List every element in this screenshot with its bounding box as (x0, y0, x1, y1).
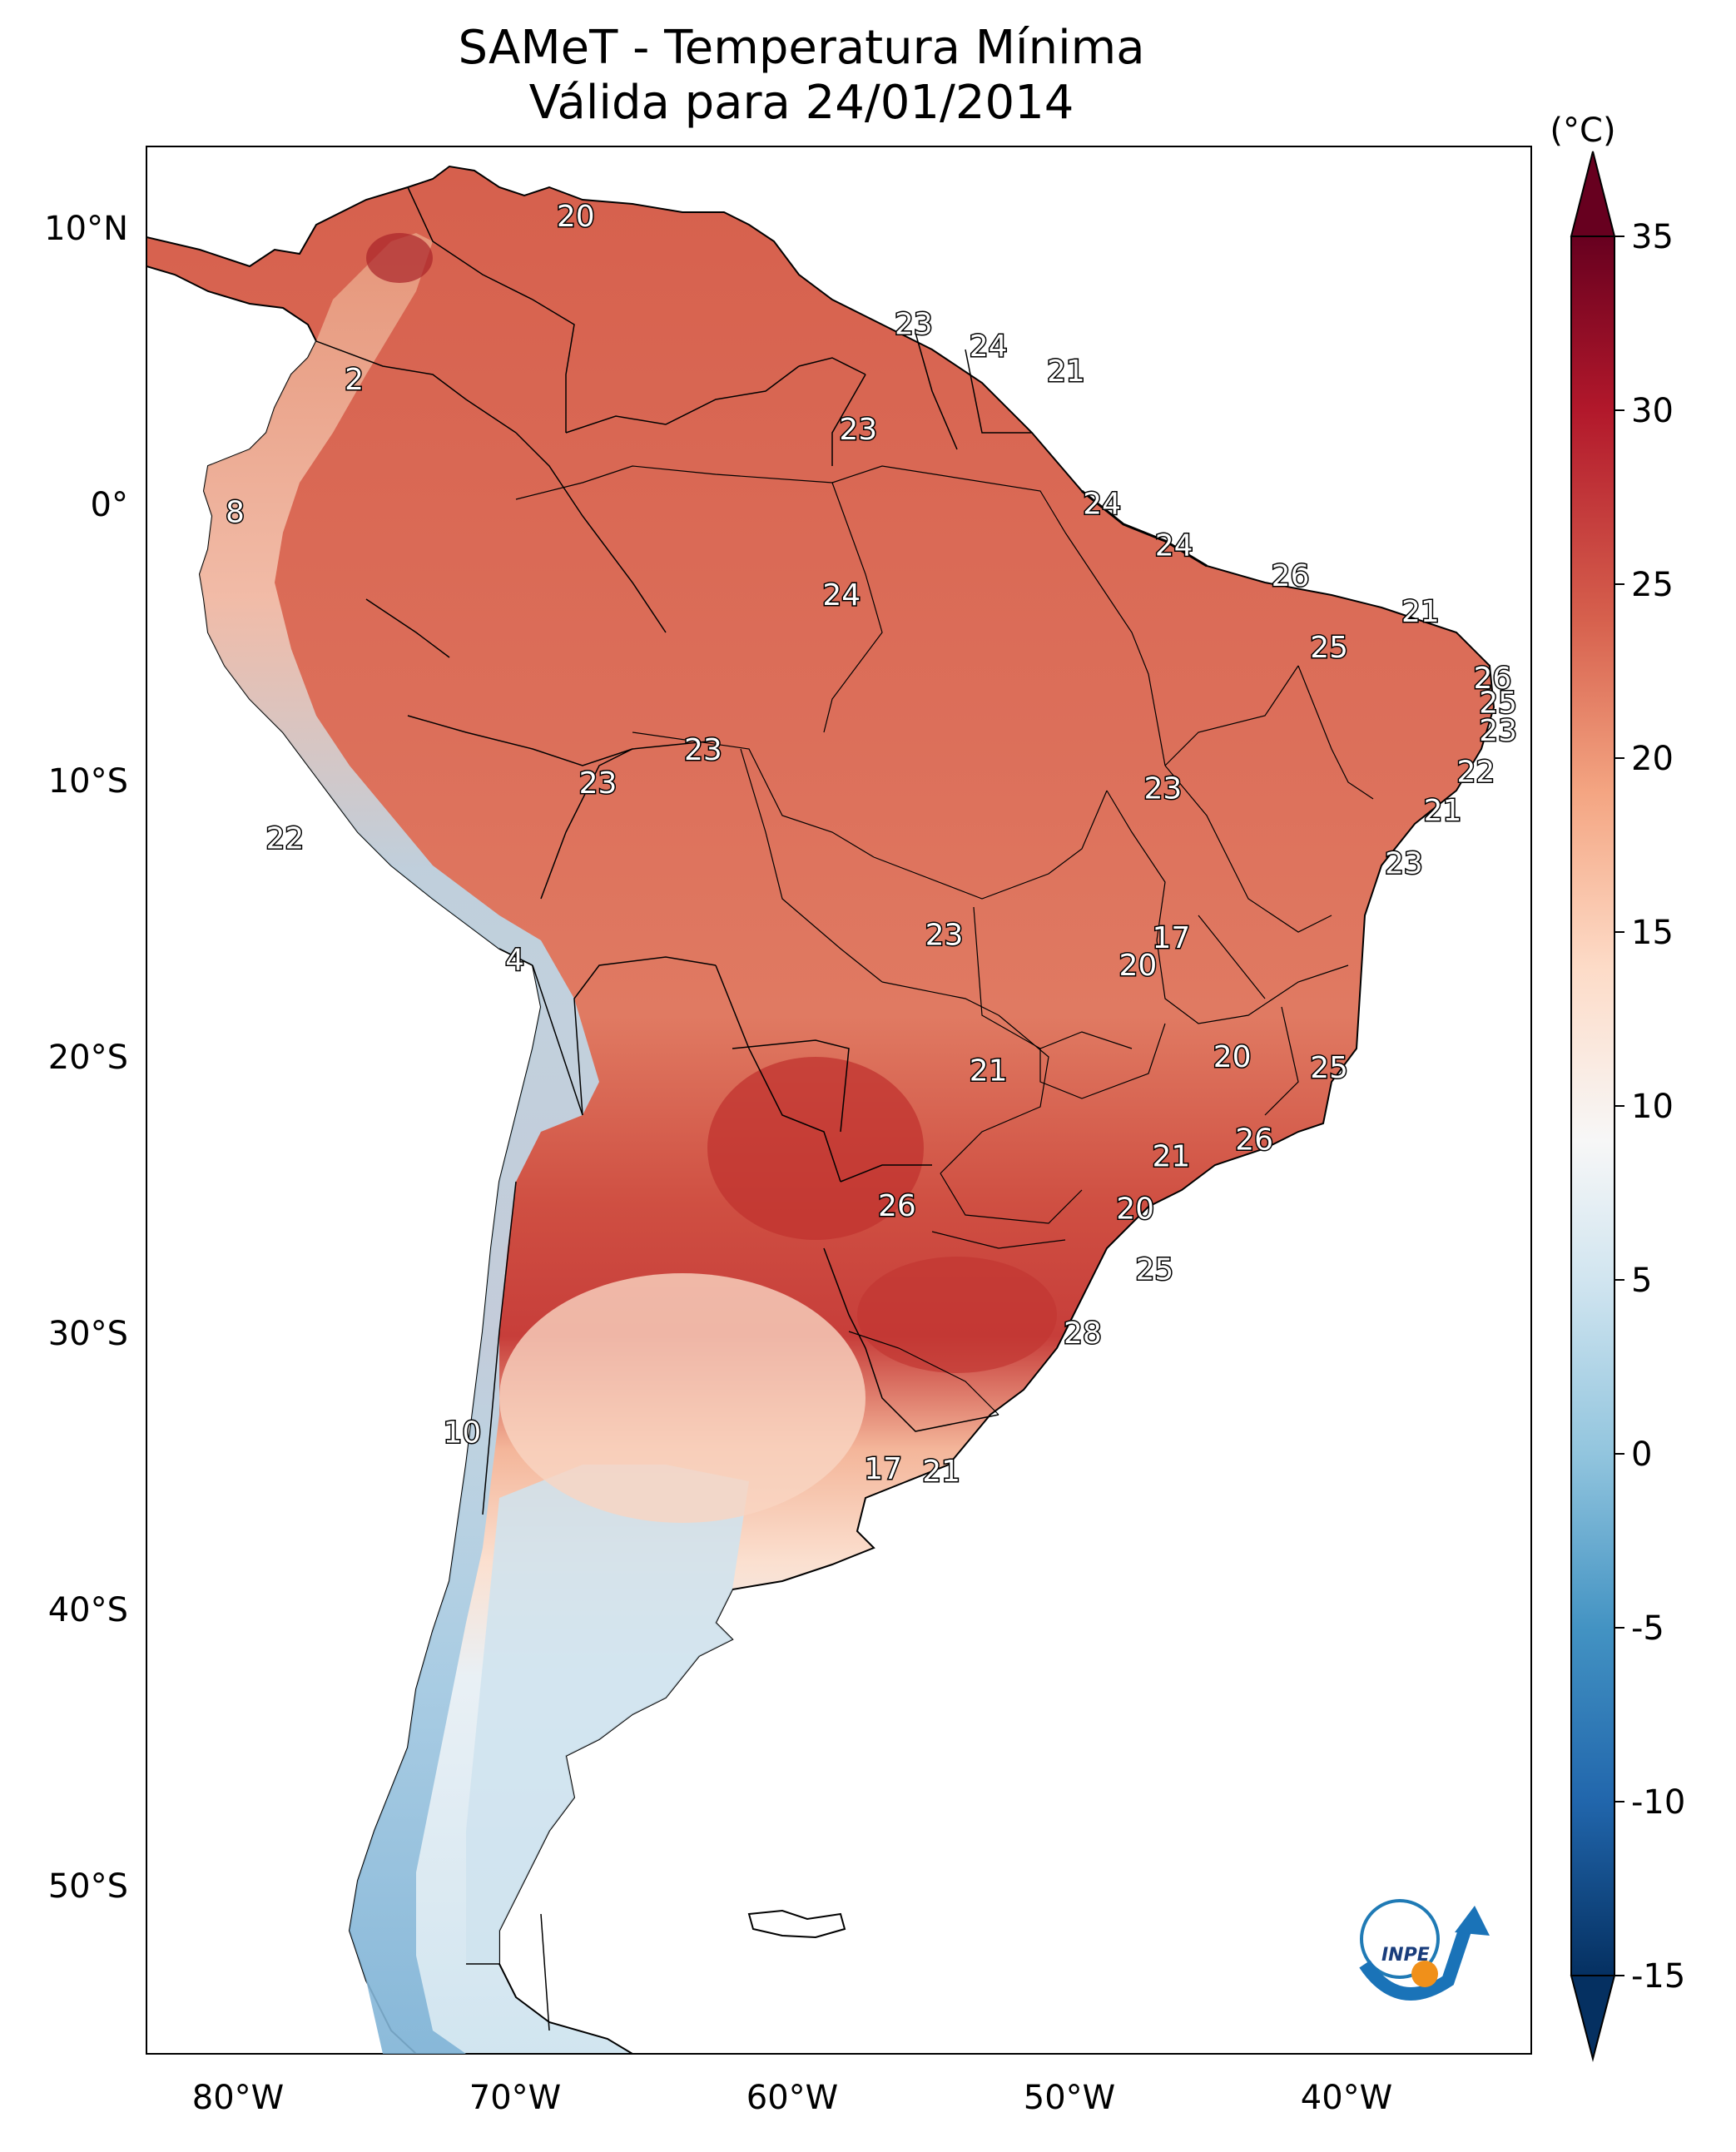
station-value-label: 21 (1047, 355, 1085, 389)
station-value-label: 22 (1456, 756, 1495, 790)
colorbar: (°C) 35 30 25 20 15 10 5 0 -5 -10 -15 (1550, 112, 1685, 2062)
andes-cold-region (200, 233, 599, 2054)
station-value-label: 28 (1064, 1316, 1102, 1351)
station-value-label: 25 (1310, 1051, 1348, 1085)
station-value-label: 24 (1083, 488, 1121, 522)
lat-tick: 10°N (44, 210, 128, 248)
station-value-label: 25 (1310, 631, 1348, 665)
station-value-label: 23 (684, 733, 722, 767)
colorbar-tick-label: 0 (1631, 1435, 1652, 1474)
station-value-label: 20 (1118, 949, 1157, 983)
lat-tick: 30°S (48, 1315, 128, 1353)
station-value-label: 17 (864, 1452, 902, 1486)
lat-tick: 40°S (48, 1591, 128, 1629)
station-value-label: 23 (925, 919, 964, 953)
station-value-label: 8 (226, 496, 245, 530)
station-value-label: 26 (1473, 662, 1511, 696)
lon-tick-labels: 80°W 70°W 60°W 50°W 40°W (192, 2079, 1392, 2117)
station-value-label: 20 (1116, 1193, 1154, 1227)
colorbar-tick-label: -10 (1631, 1783, 1685, 1822)
colorbar-tick-label: 25 (1631, 566, 1674, 604)
station-value-label: 24 (1155, 528, 1193, 563)
station-value-label: 26 (1272, 559, 1310, 593)
lon-tick: 50°W (1024, 2079, 1115, 2117)
station-value-label: 20 (1213, 1040, 1252, 1074)
station-value-label: 10 (443, 1416, 481, 1450)
lon-tick: 40°W (1301, 2079, 1392, 2117)
colorbar-tick-label: -15 (1631, 1957, 1685, 1996)
station-value-label: 25 (1135, 1253, 1173, 1287)
lat-tick: 0° (91, 486, 128, 524)
colorbar-bottom-extension (1570, 1975, 1616, 2062)
station-value-label: 21 (1401, 595, 1440, 629)
warm-core-paraguay (707, 1057, 924, 1240)
station-value-label: 23 (1143, 772, 1182, 806)
country-borders (315, 186, 1032, 2031)
lon-tick: 70°W (469, 2079, 561, 2117)
lat-tick: 10°S (48, 762, 128, 801)
colorbar-tick-label: 10 (1631, 1088, 1674, 1126)
lat-tick: 20°S (48, 1039, 128, 1077)
station-value-label: 22 (265, 821, 304, 855)
station-value-label: 24 (822, 578, 861, 612)
station-value-label: 23 (839, 413, 877, 447)
colorbar-tick-label: 35 (1631, 218, 1674, 256)
lon-tick: 60°W (746, 2079, 838, 2117)
colorbar-body (1570, 236, 1615, 1976)
patagonia-cool-region (466, 1465, 749, 1964)
lon-tick: 80°W (192, 2079, 284, 2117)
station-value-label: 17 (1152, 921, 1190, 955)
coastline-north (1081, 489, 1208, 568)
map-title: SAMeT - Temperatura Mínima (458, 21, 1145, 75)
station-value-label: 25 (1479, 687, 1517, 721)
inpe-logo: INPE (1359, 1899, 1490, 2001)
station-value-label: 21 (922, 1455, 960, 1489)
station-value-label: 21 (970, 1054, 1008, 1088)
colorbar-tick-label: 5 (1631, 1262, 1652, 1300)
station-value-label: 21 (1424, 794, 1462, 828)
colorbar-tick-label: 20 (1631, 740, 1674, 778)
colorbar-tick-label: 30 (1631, 392, 1674, 430)
station-value-label: 23 (579, 766, 618, 801)
station-value-label: 4 (505, 944, 524, 978)
station-value-label: 2 (345, 363, 364, 397)
station-value-label: 21 (1152, 1139, 1190, 1173)
state-borders (515, 465, 1374, 1416)
lat-tick: 50°S (48, 1867, 128, 1906)
warm-core-south-brazil (857, 1257, 1057, 1373)
station-value-label: 26 (878, 1189, 916, 1223)
colorbar-top-extension (1570, 151, 1616, 237)
warm-core-colombia (366, 233, 433, 283)
station-value-label: 23 (1385, 846, 1423, 880)
map-subtitle: Válida para 24/01/2014 (528, 76, 1074, 130)
colorbar-ticks: 35 30 25 20 15 10 5 0 -5 -10 -15 (1614, 218, 1685, 1996)
inpe-logo-text: INPE (1381, 1945, 1430, 1966)
station-value-label: 23 (895, 308, 933, 342)
station-value-label: 26 (1235, 1123, 1273, 1158)
colorbar-tick-label: 15 (1631, 914, 1674, 952)
lat-tick-labels: 10°N 0° 10°S 20°S 30°S 40°S 50°S (44, 210, 128, 1906)
station-value-label: 24 (970, 330, 1008, 364)
station-value-label: 23 (1479, 714, 1517, 748)
station-value-label: 20 (557, 200, 595, 234)
colorbar-unit-label: (°C) (1550, 112, 1615, 150)
falkland-islands (747, 1909, 846, 1939)
colorbar-tick-label: -5 (1631, 1609, 1664, 1648)
pampas-mild-region (499, 1273, 866, 1523)
